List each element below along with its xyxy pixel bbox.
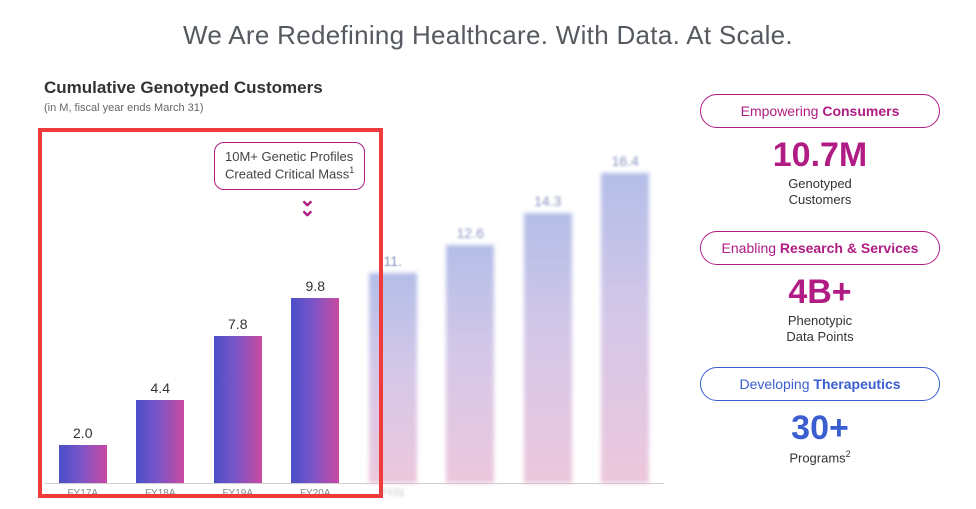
x-axis-tick: FY20A: [277, 484, 355, 499]
chart-title: Cumulative Genotyped Customers: [44, 78, 664, 98]
annotation-sup: 1: [349, 165, 354, 175]
metric-block: 4B+ PhenotypicData Points: [680, 275, 960, 346]
x-axis-tick: [432, 484, 510, 499]
pill-light-text: Enabling: [722, 240, 780, 256]
bar-rect: [59, 445, 107, 483]
annotation-line2: Created Critical Mass: [225, 167, 349, 182]
chart-plot: 2.0 4.4 7.8 9.8 11. 12.6 14.3 16.4 10M+ Genetic…: [44, 124, 664, 484]
metric-label: GenotypedCustomers: [680, 176, 960, 209]
page-title: We Are Redefining Healthcare. With Data.…: [0, 20, 976, 51]
bar-value-label: 4.4: [151, 380, 170, 396]
chart-region: Cumulative Genotyped Customers (in M, fi…: [44, 78, 664, 499]
pill-light-text: Empowering: [741, 103, 823, 119]
x-axis-tick: [587, 484, 665, 499]
metric-block: 10.7M GenotypedCustomers: [680, 138, 960, 209]
bar-slot: 7.8: [199, 316, 277, 483]
bar-value-label: 11.: [384, 253, 402, 269]
bar-slot: 4.4: [122, 380, 200, 483]
bar-slot: 16.4: [587, 153, 665, 483]
metric-value: 4B+: [680, 275, 960, 309]
pill-bold-text: Research & Services: [780, 240, 919, 256]
bar-rect: [214, 336, 262, 483]
bar-rect: [136, 400, 184, 483]
bar-rect: [524, 213, 572, 483]
metric-sup: 2: [846, 449, 851, 459]
bar-slot: 11.: [354, 253, 432, 483]
bar-rect: [291, 298, 339, 483]
x-axis-tick: FY17A: [44, 484, 122, 499]
x-axis-tick: FY18A: [122, 484, 200, 499]
bar-value-label: 7.8: [228, 316, 247, 332]
bar-value-label: 9.8: [306, 278, 325, 294]
x-axis-tick: FY19A: [199, 484, 277, 499]
metric-block: 30+ Programs2: [680, 411, 960, 467]
pill-bold-text: Therapeutics: [813, 376, 900, 392]
x-axis-tick: [509, 484, 587, 499]
pill-bold-text: Consumers: [822, 103, 899, 119]
bar-rect: [601, 173, 649, 483]
chart-annotation: 10M+ Genetic Profiles Created Critical M…: [214, 142, 365, 190]
bar-value-label: 12.6: [457, 225, 484, 241]
bar-value-label: 16.4: [612, 153, 639, 169]
metrics-sidebar: Empowering Consumers 10.7M GenotypedCustom…: [680, 90, 960, 489]
pill-light-text: Developing: [739, 376, 813, 392]
section-pill: Developing Therapeutics: [700, 367, 940, 401]
slide: We Are Redefining Healthcare. With Data.…: [0, 0, 976, 509]
metric-value: 10.7M: [680, 138, 960, 172]
bar-slot: 12.6: [432, 225, 510, 483]
metric-value: 30+: [680, 411, 960, 445]
bar-rect: [446, 245, 494, 483]
section-pill: Enabling Research & Services: [700, 231, 940, 265]
x-axis-labels: FY17AFY18AFY19AFY20AFY21: [44, 484, 664, 499]
section-pill: Empowering Consumers: [700, 94, 940, 128]
chevron-down-icon: ⌄⌄: [299, 194, 316, 216]
metric-label: PhenotypicData Points: [680, 313, 960, 346]
bar-slot: 9.8: [277, 278, 355, 483]
metric-label: Programs2: [680, 449, 960, 467]
bar-rect: [369, 273, 417, 483]
bar-slot: 2.0: [44, 425, 122, 483]
bar-value-label: 2.0: [73, 425, 92, 441]
chart-subtitle: (in M, fiscal year ends March 31): [44, 102, 664, 114]
annotation-line1: 10M+ Genetic Profiles: [225, 149, 353, 164]
bar-slot: 14.3: [509, 193, 587, 483]
bar-value-label: 14.3: [534, 193, 561, 209]
x-axis-tick: FY21: [354, 484, 432, 499]
